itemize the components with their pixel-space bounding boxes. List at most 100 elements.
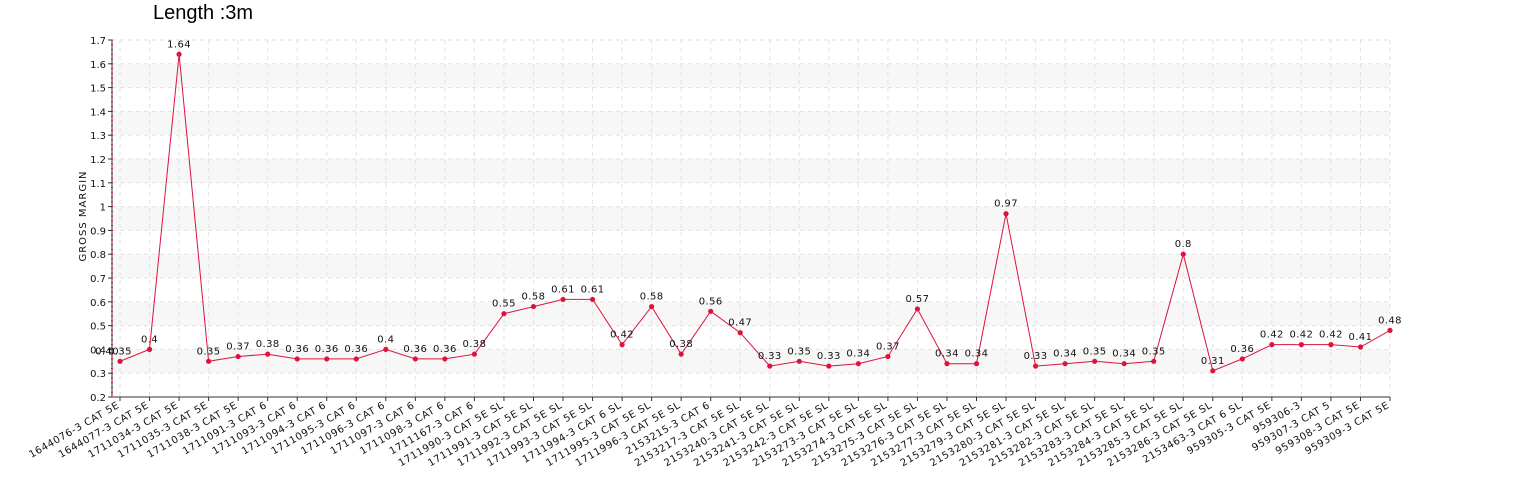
- data-labels: 0.35 0.4 1.64 0.35 0.37 0.38 0.36 0.36 0.36 0.4 0.…: [108, 39, 1402, 367]
- background-band: [112, 301, 1390, 326]
- y-axis-ticks: 0.2 0.3 0.4 0.5 0.6 0.7 0.8 0.9 1 1.1 1.2 1.3 1.4 1.5…: [90, 36, 112, 404]
- data-label: 0.37: [876, 342, 900, 353]
- data-point: [944, 361, 950, 367]
- data-label: 0.31: [1201, 356, 1225, 367]
- data-label: 0.42: [1319, 330, 1343, 341]
- data-point: [1239, 356, 1245, 362]
- data-label: 0.48: [1378, 315, 1402, 326]
- data-label: 0.55: [492, 299, 516, 310]
- data-point: [619, 342, 625, 348]
- data-points: [117, 51, 1393, 374]
- data-point: [1210, 368, 1216, 374]
- data-point: [1151, 358, 1157, 364]
- data-point: [235, 353, 241, 360]
- y-tick-label: 0.7: [90, 274, 106, 285]
- data-label: 0.34: [965, 349, 989, 360]
- data-point: [589, 296, 596, 303]
- data-point: [265, 351, 271, 357]
- data-label: 0.61: [551, 284, 575, 295]
- data-point: [471, 351, 478, 357]
- data-label: 0.36: [1230, 344, 1254, 355]
- series-line: [119, 54, 1391, 372]
- data-point: [737, 330, 743, 336]
- y-tick-label: 0.8: [90, 250, 106, 261]
- data-point: [117, 358, 123, 364]
- data-point: [973, 361, 980, 367]
- data-label: 0.58: [522, 292, 546, 303]
- y-tick-label: 0.9: [90, 226, 106, 237]
- data-point: [1298, 342, 1304, 348]
- y-tick-label: 1.7: [90, 36, 106, 47]
- data-point: [649, 303, 655, 310]
- background-band: [112, 349, 1390, 374]
- y-tick-label: 1.1: [90, 179, 106, 190]
- data-label: 0.47: [728, 318, 752, 329]
- data-label: 0.97: [994, 199, 1018, 210]
- data-label: 0.38: [256, 339, 280, 350]
- data-label: 0.34: [1112, 349, 1136, 360]
- y-tick-label: 0.6: [90, 298, 106, 309]
- data-point: [826, 363, 832, 369]
- background-bands: [112, 63, 1390, 374]
- data-label: 0.35: [197, 346, 221, 357]
- annotations: 0.40: [95, 346, 118, 357]
- data-point: [1092, 358, 1098, 364]
- data-point: [1003, 211, 1009, 217]
- y-tick-label: 1.2: [90, 155, 106, 166]
- data-point: [530, 303, 537, 310]
- data-point: [560, 296, 566, 303]
- data-point: [324, 356, 330, 362]
- data-label: 0.38: [669, 339, 693, 350]
- data-label: 0.8: [1175, 239, 1192, 250]
- data-point: [796, 358, 802, 364]
- data-label: 0.42: [610, 330, 634, 341]
- data-point: [501, 311, 507, 317]
- data-point: [353, 356, 359, 362]
- y-tick-label: 1.6: [90, 60, 106, 71]
- background-band: [112, 206, 1390, 231]
- data-label: 1.64: [167, 39, 191, 50]
- data-point: [412, 356, 418, 362]
- y-tick-label: 1.3: [90, 131, 106, 142]
- data-point: [855, 361, 861, 367]
- data-label: 0.35: [787, 346, 811, 357]
- chart-title: Length :3m: [153, 2, 254, 24]
- data-label: 0.37: [226, 342, 250, 353]
- data-point: [176, 51, 182, 57]
- background-band: [112, 111, 1390, 136]
- data-label: 0.36: [403, 344, 427, 355]
- y-tick-label: 1.4: [90, 107, 106, 118]
- data-label: 0.33: [817, 351, 841, 362]
- data-label: 0.36: [315, 344, 339, 355]
- data-label: 0.42: [1260, 330, 1284, 341]
- data-point: [708, 308, 714, 314]
- y-tick-label: 0.4: [90, 345, 106, 356]
- y-tick-label: 0.5: [90, 322, 106, 333]
- y-tick-label: 1: [100, 203, 106, 214]
- background-band: [112, 159, 1390, 183]
- data-point: [1062, 361, 1068, 367]
- grid-lines: [112, 39, 1391, 398]
- y-tick-label: 0.2: [90, 393, 106, 404]
- data-point: [1328, 342, 1334, 348]
- data-point: [1180, 251, 1186, 257]
- data-label: 0.34: [935, 349, 959, 360]
- data-point: [1357, 344, 1364, 350]
- data-point: [1269, 342, 1275, 348]
- data-point: [767, 363, 773, 369]
- data-label: 0.35: [1142, 346, 1166, 357]
- data-point: [885, 353, 891, 360]
- data-label: 0.33: [758, 351, 782, 362]
- data-point: [1032, 363, 1039, 369]
- data-label: 0.57: [906, 294, 930, 305]
- data-point: [1121, 361, 1127, 367]
- data-label: 0.35: [108, 346, 132, 357]
- data-label: 0.56: [699, 296, 723, 307]
- data-label: 0.33: [1024, 351, 1048, 362]
- data-label: 0.36: [344, 344, 368, 355]
- data-label: 0.36: [433, 344, 457, 355]
- y-axis-label: GROSS MARGIN: [78, 170, 89, 261]
- y-tick-label: 1.5: [90, 84, 106, 95]
